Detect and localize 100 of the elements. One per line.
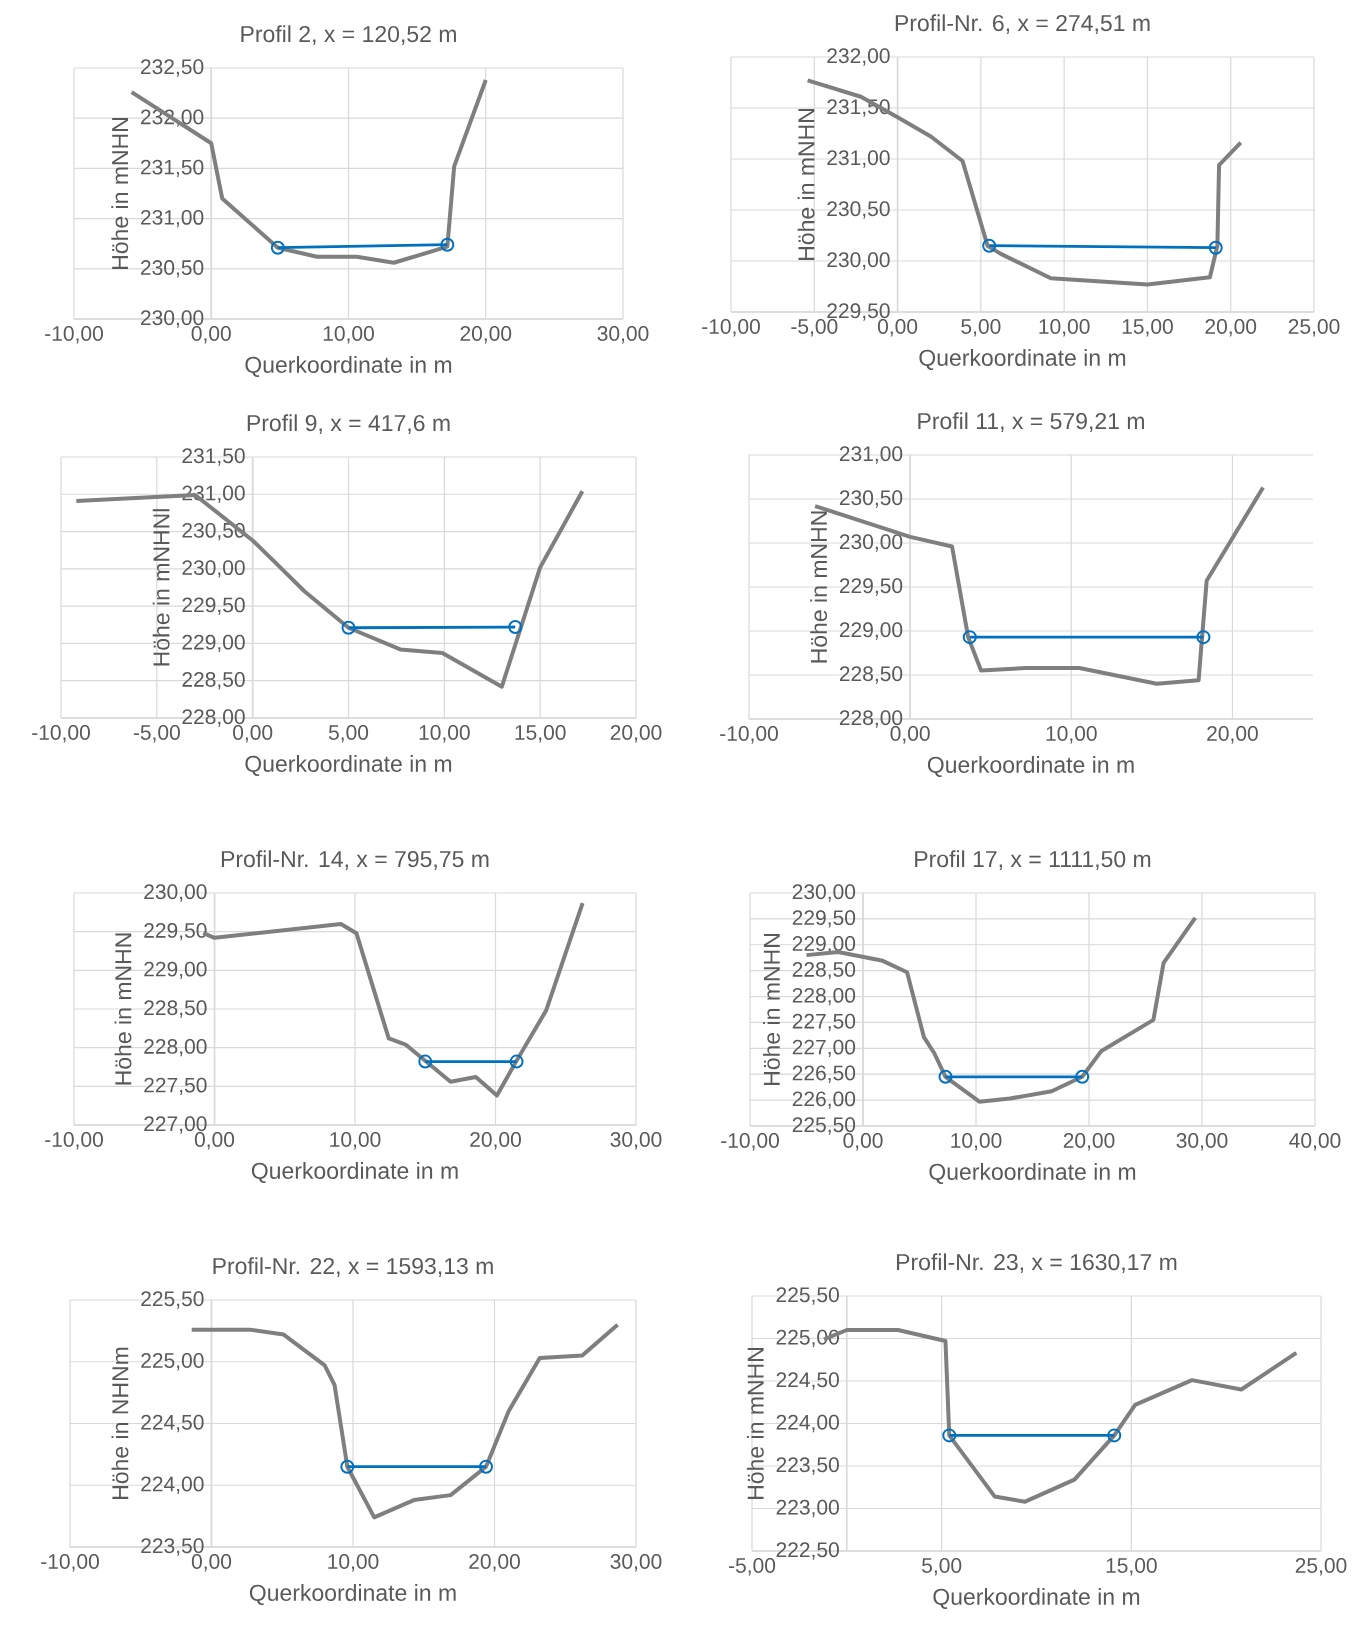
y-tick-label: 231,50	[141, 159, 204, 178]
x-tick-label: 20,00	[460, 326, 512, 344]
y-axis-title: Höhe in mNHN	[111, 118, 129, 269]
x-tick-label: 10,00	[1039, 319, 1090, 337]
x-tick-label: 0,00	[877, 319, 918, 337]
x-axis-title: Querkoordinate in m	[245, 755, 452, 777]
y-axis-title: Höhe in NHNm	[111, 1347, 129, 1499]
y-tick-label: 224,50	[776, 1372, 839, 1390]
x-axis-title: Querkoordinate in m	[245, 356, 452, 378]
x-tick-label: 15,00	[1122, 319, 1173, 337]
x-tick-label: 25,00	[1288, 319, 1340, 337]
x-tick-label: 0,00	[890, 726, 930, 744]
y-tick-label: 230,50	[839, 490, 903, 508]
y-tick-label: 230,00	[182, 560, 245, 578]
x-tick-label: 20,00	[610, 725, 662, 743]
y-tick-label: 230,00	[144, 884, 207, 902]
y-tick-label: 224,50	[141, 1414, 204, 1433]
x-tick-label: 0,00	[191, 1554, 232, 1572]
y-tick-label: 230,50	[141, 260, 204, 278]
x-tick-label: 30,00	[1176, 1133, 1228, 1151]
y-tick-label: 228,00	[144, 1039, 207, 1057]
x-tick-label: -10,00	[32, 725, 90, 743]
y-tick-label: 223,50	[776, 1457, 839, 1475]
y-tick-label: 228,00	[839, 710, 903, 728]
y-tick-label: 223,50	[141, 1538, 204, 1556]
x-tick-label: 25,00	[1295, 1558, 1347, 1576]
y-tick-label: 223,00	[776, 1499, 839, 1518]
x-axis-title: Querkoordinate in m	[933, 1588, 1140, 1610]
chart-title: Profil-Nr. 6, x = 274,51 m	[895, 14, 1150, 34]
x-tick-label: -10,00	[720, 726, 778, 744]
y-tick-label: 227,00	[792, 1039, 856, 1058]
y-tick-label: 225,00	[141, 1353, 204, 1371]
y-tick-label: 228,50	[182, 672, 245, 690]
y-tick-label: 229,00	[182, 634, 245, 653]
x-axis-title: Querkoordinate in m	[929, 1163, 1136, 1185]
x-tick-label: 40,00	[1289, 1133, 1341, 1151]
y-axis-title: Höhe in mNHN	[797, 109, 815, 260]
chart-title: Profil 17, x = 1111,50 m	[915, 850, 1151, 870]
chart-title: Profil-Nr. 23, x = 1630,17 m	[897, 1253, 1177, 1273]
y-tick-label: 231,00	[827, 150, 890, 168]
chart-title: Profil 2, x = 120,52 m	[241, 25, 456, 45]
y-tick-label: 231,00	[182, 485, 245, 503]
x-tick-label: 20,00	[1205, 319, 1257, 337]
y-tick-label: 231,00	[141, 209, 204, 228]
x-tick-label: -5,00	[729, 1558, 776, 1576]
x-tick-label: 10,00	[951, 1133, 1002, 1151]
x-tick-label: 0,00	[843, 1133, 883, 1151]
y-axis-title: Höhe in mNHN	[114, 933, 132, 1085]
x-tick-label: 10,00	[1046, 726, 1097, 744]
x-tick-label: 15,00	[1106, 1558, 1157, 1576]
y-tick-label: 229,00	[839, 622, 903, 640]
y-tick-label: 230,00	[827, 252, 890, 270]
x-tick-label: 30,00	[597, 326, 649, 344]
y-tick-label: 226,00	[792, 1091, 856, 1109]
x-tick-label: 0,00	[233, 725, 273, 743]
y-tick-label: 228,50	[792, 962, 856, 980]
y-tick-label: 229,00	[144, 961, 207, 980]
y-tick-label: 227,50	[144, 1077, 207, 1096]
chart-title: Profil 11, x = 579,21 m	[918, 412, 1144, 432]
x-tick-label: -10,00	[702, 319, 760, 337]
y-tick-label: 228,50	[144, 1000, 207, 1018]
x-axis-title: Querkoordinate in m	[251, 1162, 458, 1184]
x-tick-label: -5,00	[133, 725, 180, 743]
y-tick-label: 231,50	[182, 448, 245, 466]
x-axis-title: Querkoordinate in m	[919, 349, 1126, 371]
y-tick-label: 227,50	[792, 1013, 856, 1032]
y-tick-label: 228,00	[792, 987, 856, 1006]
y-tick-label: 229,50	[827, 303, 890, 321]
y-tick-label: 228,50	[839, 666, 903, 684]
y-tick-label: 225,50	[141, 1291, 204, 1309]
y-axis-title: Höhe in mNHN	[746, 1348, 764, 1499]
chart-title: Profil 9, x = 417,6 m	[247, 414, 450, 434]
y-tick-label: 230,50	[827, 201, 890, 219]
x-tick-label: -5,00	[791, 319, 838, 337]
y-tick-label: 222,50	[776, 1542, 839, 1560]
x-tick-label: 5,00	[922, 1558, 962, 1576]
x-tick-label: 10,00	[330, 1132, 381, 1150]
y-tick-label: 229,50	[144, 923, 207, 941]
x-tick-label: 10,00	[323, 326, 374, 344]
y-tick-label: 229,50	[792, 910, 856, 928]
y-axis-title: Höhe in mNHNl	[152, 509, 170, 666]
x-axis-title: Querkoordinate in m	[927, 756, 1134, 778]
y-tick-label: 229,50	[839, 578, 903, 596]
y-tick-label: 230,00	[792, 884, 856, 902]
y-tick-label: 229,50	[182, 597, 245, 615]
x-tick-label: 5,00	[961, 319, 1001, 337]
x-tick-label: 5,00	[328, 725, 369, 743]
x-axis-title: Querkoordinate in m	[249, 1584, 456, 1606]
x-tick-label: 0,00	[194, 1132, 235, 1150]
x-tick-label: 20,00	[1207, 726, 1258, 744]
chart-title: Profil-Nr. 14, x = 795,75 m	[221, 850, 489, 870]
chart-title: Profil-Nr. 22, x = 1593,13 m	[213, 1257, 493, 1277]
x-tick-label: 15,00	[515, 725, 566, 743]
y-tick-label: 232,50	[141, 59, 204, 77]
x-tick-label: 20,00	[1063, 1133, 1115, 1151]
x-tick-label: 0,00	[191, 326, 231, 344]
x-tick-label: 20,00	[469, 1554, 520, 1572]
y-tick-label: 225,50	[792, 1117, 856, 1135]
x-tick-label: 20,00	[470, 1132, 521, 1150]
x-tick-label: -10,00	[45, 326, 103, 344]
